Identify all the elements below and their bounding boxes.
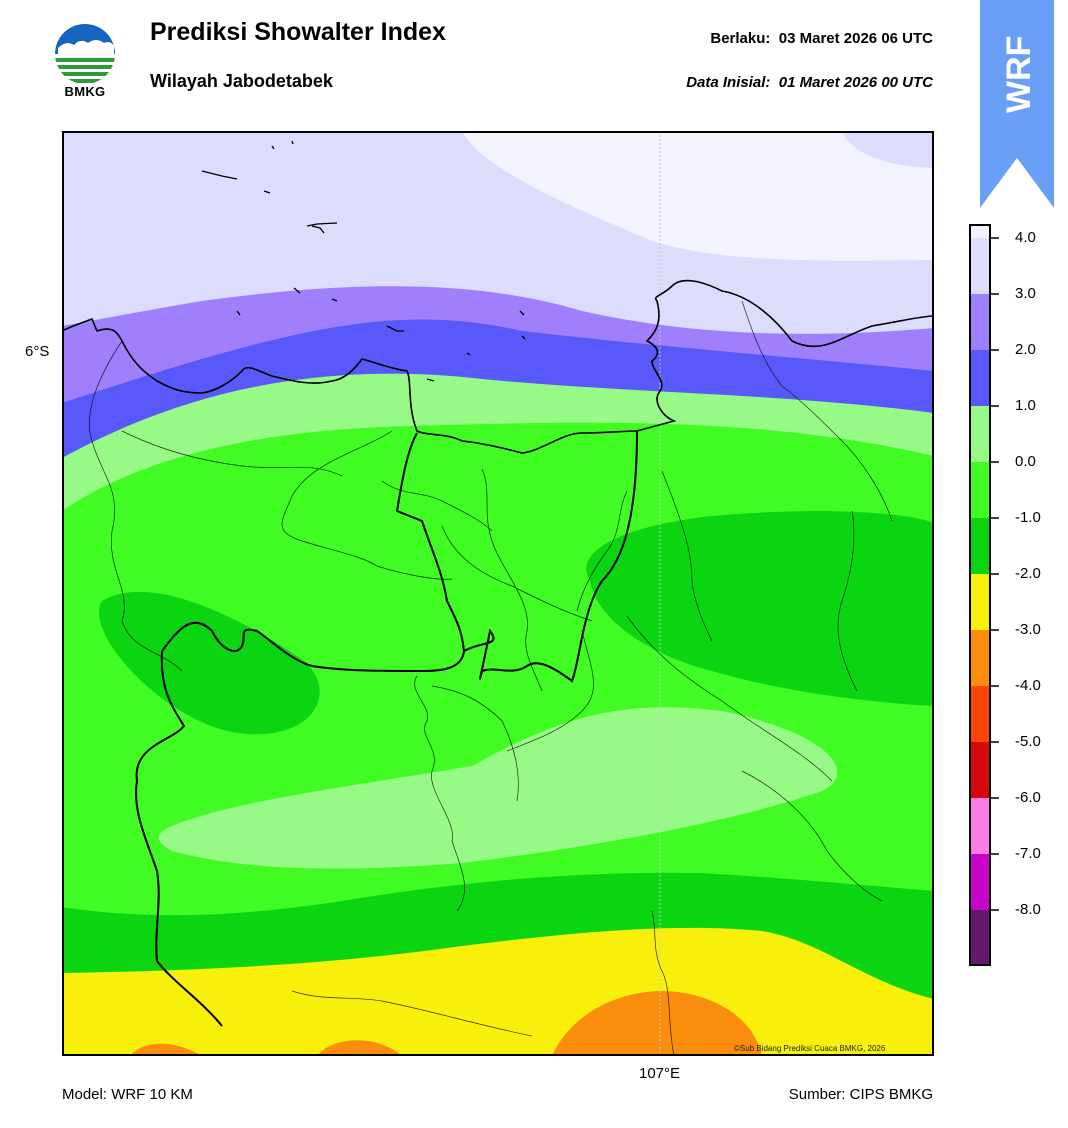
colorbar-tick-label: 0.0 bbox=[1015, 453, 1036, 470]
map-title: Prediksi Showalter Index bbox=[150, 18, 446, 46]
coastline bbox=[62, 279, 934, 454]
colorbar-tick-label: -7.0 bbox=[1015, 845, 1041, 862]
colorbar-segment bbox=[969, 406, 991, 462]
band-dark-green-west bbox=[98, 591, 320, 735]
band-orange-mid bbox=[317, 1040, 402, 1056]
colorbar-tick-label: -5.0 bbox=[1015, 733, 1041, 750]
model-label: Model: WRF 10 KM bbox=[62, 1086, 193, 1103]
band-light-green-south bbox=[158, 707, 838, 869]
colorbar-segment bbox=[969, 686, 991, 742]
colorbar-segment bbox=[969, 630, 991, 686]
valid-time: Berlaku: 03 Maret 2026 06 UTC bbox=[710, 30, 933, 47]
islands bbox=[201, 140, 526, 382]
colorbar-frame bbox=[969, 224, 991, 966]
source-label: Sumber: CIPS BMKG bbox=[788, 1086, 933, 1103]
showalter-map bbox=[62, 131, 934, 1056]
wrf-badge-text: WRF bbox=[1000, 36, 1038, 113]
lat-label: 6°S bbox=[25, 343, 50, 360]
map-frame bbox=[62, 131, 934, 1056]
band-orange-center bbox=[552, 991, 762, 1056]
valid-time-value: 03 Maret 2026 06 UTC bbox=[778, 30, 933, 47]
colorbar-segment bbox=[969, 910, 991, 966]
colorbar-tick-label: 3.0 bbox=[1015, 285, 1036, 302]
province-boundaries bbox=[135, 430, 638, 1027]
wrf-badge-shape bbox=[980, 0, 1054, 208]
colorbar-tick-label: 2.0 bbox=[1015, 341, 1036, 358]
colorbar-segment bbox=[969, 294, 991, 350]
colorbar-segment bbox=[969, 854, 991, 910]
map-subtitle: Wilayah Jabodetabek bbox=[150, 71, 333, 91]
band-white bbox=[462, 131, 934, 261]
logo-text: BMKG bbox=[64, 84, 106, 99]
colorbar-segment bbox=[969, 742, 991, 798]
init-time: Data Inisial: 01 Maret 2026 00 UTC bbox=[686, 74, 933, 91]
colorbar-segment bbox=[969, 518, 991, 574]
colorbar-tick-label: -1.0 bbox=[1015, 509, 1041, 526]
band-lavender-corner bbox=[842, 131, 934, 168]
colorbar-segment bbox=[969, 574, 991, 630]
colorbar-tick-label: -2.0 bbox=[1015, 565, 1041, 582]
init-time-value: 01 Maret 2026 00 UTC bbox=[778, 74, 933, 91]
colorbar-tick-label: -6.0 bbox=[1015, 789, 1041, 806]
init-label: Data Inisial: bbox=[686, 74, 771, 91]
colorbar-segment bbox=[969, 798, 991, 854]
bmkg-logo bbox=[55, 24, 115, 84]
colorbar-segment bbox=[969, 462, 991, 518]
colorbar-tick-label: -3.0 bbox=[1015, 621, 1041, 638]
colorbar-tick-label: 1.0 bbox=[1015, 397, 1036, 414]
colorbar-tick-label: -4.0 bbox=[1015, 677, 1041, 694]
colorbar-tick-label: 4.0 bbox=[1015, 229, 1036, 246]
wrf-badge: WRF bbox=[980, 0, 1054, 208]
band-dark-green-east bbox=[586, 511, 934, 706]
copyright-text: ©Sub Bidang Prediksi Cuaca BMKG, 2026 bbox=[734, 1044, 886, 1053]
colorbar bbox=[969, 224, 999, 966]
band-orange-left bbox=[130, 1043, 202, 1056]
lon-label: 107°E bbox=[639, 1065, 681, 1082]
colorbar-tick-label: -8.0 bbox=[1015, 901, 1041, 918]
valid-label: Berlaku: bbox=[710, 30, 771, 47]
colorbar-segment bbox=[969, 224, 991, 238]
colorbar-segment bbox=[969, 238, 991, 294]
district-boundaries bbox=[88, 300, 893, 1056]
colorbar-segment bbox=[969, 350, 991, 406]
